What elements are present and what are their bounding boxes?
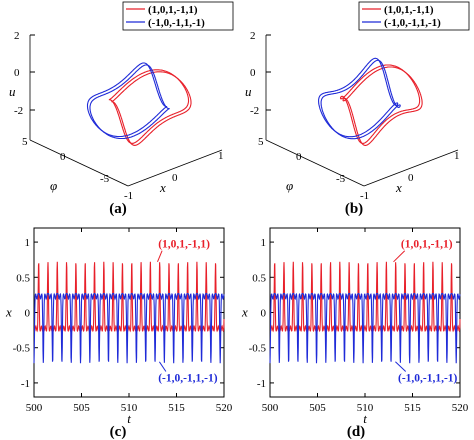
trajectory-line bbox=[318, 57, 399, 138]
u-axis-label: u bbox=[245, 84, 252, 99]
x-axis-line bbox=[363, 149, 459, 187]
panel-label: (b) bbox=[345, 201, 363, 217]
phi-axis-line bbox=[29, 139, 129, 187]
u-tick-label: -2 bbox=[14, 105, 23, 117]
legend-label: (1,0,1,-1,1) bbox=[148, 4, 198, 16]
x-tick-label: 500 bbox=[26, 402, 43, 414]
x-tick-label: -1 bbox=[360, 190, 369, 202]
legend-label: (-1,0,-1,1,-1) bbox=[148, 17, 205, 29]
annotation-label: (-1,0,-1,1,-1) bbox=[398, 373, 458, 385]
x-tick-label: 500 bbox=[262, 402, 279, 414]
annotation-arrow bbox=[393, 250, 406, 263]
legend: (1,0,1,-1,1)(-1,0,-1,1,-1) bbox=[122, 1, 234, 31]
panel-label: (d) bbox=[347, 424, 365, 440]
annotation-label: (1,0,1,-1,1) bbox=[158, 239, 210, 251]
u-axis-label: u bbox=[9, 84, 16, 99]
x-axis-label: t bbox=[363, 411, 367, 426]
y-tick-label: -1 bbox=[21, 378, 30, 390]
panel-d: 1 0.5 0 -0.5 -1 500 505 510 515 520 t x (1,0,1,-1,1)… bbox=[241, 227, 469, 440]
x-axis-label: x bbox=[159, 180, 166, 195]
x-tick-label: 0 bbox=[172, 172, 178, 184]
u-tick-label: 0 bbox=[250, 67, 256, 79]
x-tick-label: 505 bbox=[309, 402, 326, 414]
panel-label: (a) bbox=[109, 201, 127, 217]
trajectory-line bbox=[86, 62, 168, 138]
y-tick-label: 0.5 bbox=[16, 272, 30, 284]
series-line bbox=[269, 292, 461, 364]
x-tick-label: 520 bbox=[216, 402, 233, 414]
x-tick-label: 1 bbox=[454, 150, 460, 162]
phi-tick-label: -5 bbox=[100, 173, 110, 185]
y-tick-label: 0 bbox=[25, 308, 31, 320]
x-tick-label: -1 bbox=[124, 190, 133, 202]
y-tick-label: -0.5 bbox=[249, 343, 267, 355]
x-axis-label: t bbox=[127, 411, 131, 426]
legend-box bbox=[358, 1, 470, 31]
panel-label: (c) bbox=[110, 424, 127, 440]
legend-label: (-1,0,-1,1,-1) bbox=[384, 17, 441, 29]
y-axis-label: x bbox=[241, 305, 248, 320]
panel-a: 2 0 -2 u 5 0 -5 φ -1 0 1 x (1,0,1,-1,1)(-1,0,-1,1,-1… bbox=[9, 1, 234, 217]
y-tick-label: 1 bbox=[25, 237, 31, 249]
phi-tick-label: 5 bbox=[258, 136, 264, 148]
panel-b: 2 0 -2 u 5 0 -5 φ -1 0 1 x (1,0,1,-1,1)(-1,0,-1,1,-1… bbox=[245, 1, 470, 217]
trajectory-line bbox=[89, 64, 170, 140]
x-tick-label: 510 bbox=[121, 402, 138, 414]
x-tick-label: 520 bbox=[452, 402, 469, 414]
x-tick-label: 1 bbox=[218, 150, 224, 162]
y-tick-label: 1 bbox=[261, 237, 267, 249]
y-axis-label: x bbox=[5, 305, 12, 320]
phi-axis-line bbox=[265, 139, 365, 187]
u-tick-label: 2 bbox=[250, 30, 256, 42]
trajectory-line bbox=[108, 69, 190, 144]
u-tick-label: 0 bbox=[14, 67, 20, 79]
annotation-arrow bbox=[158, 361, 167, 372]
trajectory-line bbox=[111, 71, 192, 146]
trajectory-line bbox=[339, 64, 421, 144]
phi-tick-label: 0 bbox=[296, 151, 302, 163]
y-tick-label: 0.5 bbox=[252, 272, 266, 284]
x-axis-label: x bbox=[395, 180, 402, 195]
legend: (1,0,1,-1,1)(-1,0,-1,1,-1) bbox=[358, 1, 470, 31]
annotation-label: (1,0,1,-1,1) bbox=[401, 239, 453, 251]
phi-axis-label: φ bbox=[50, 178, 57, 193]
trajectory-line bbox=[342, 66, 423, 146]
phi-axis-label: φ bbox=[286, 178, 293, 193]
x-tick-label: 515 bbox=[168, 402, 185, 414]
legend-box bbox=[122, 1, 234, 31]
x-tick-label: 505 bbox=[73, 402, 90, 414]
series-line bbox=[33, 292, 225, 364]
y-tick-label: 0 bbox=[261, 308, 267, 320]
legend-label: (1,0,1,-1,1) bbox=[384, 4, 434, 16]
annotation-arrow bbox=[157, 250, 163, 262]
phi-tick-label: -5 bbox=[336, 173, 346, 185]
x-tick-label: 510 bbox=[357, 402, 374, 414]
x-tick-label: 0 bbox=[408, 172, 414, 184]
x-tick-label: 515 bbox=[404, 402, 421, 414]
phi-tick-label: 0 bbox=[60, 151, 66, 163]
annotation-label: (-1,0,-1,1,-1) bbox=[158, 373, 218, 385]
phi-tick-label: 5 bbox=[22, 136, 28, 148]
y-tick-label: -0.5 bbox=[13, 343, 31, 355]
annotation-arrow bbox=[395, 361, 407, 372]
u-tick-label: 2 bbox=[14, 30, 20, 42]
trajectory-line bbox=[320, 59, 401, 140]
panel-c: 1 0.5 0 -0.5 -1 500 505 510 515 520 t x (1,0,1,-1,1)… bbox=[5, 227, 233, 440]
x-axis-line bbox=[127, 149, 223, 187]
u-tick-label: -2 bbox=[250, 105, 259, 117]
y-tick-label: -1 bbox=[257, 378, 266, 390]
